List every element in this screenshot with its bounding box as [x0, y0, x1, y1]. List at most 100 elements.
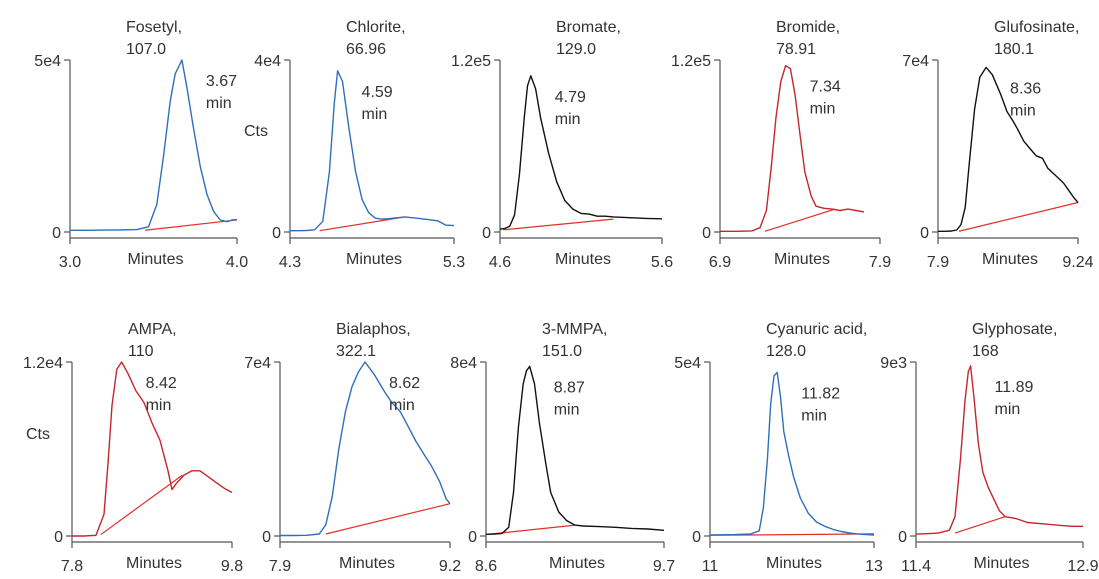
retention-time-value: 7.34 — [810, 79, 841, 96]
chart-title-line1: Bialaphos, — [336, 321, 411, 338]
chromatogram-panel: 5e4 0 3.0 4.0 Minutes Fosetyl, 107.0 3.67 min — [34, 19, 248, 271]
chart-title-line1: Glyphosate, — [972, 321, 1057, 338]
y-tick-label-zero: 0 — [262, 529, 271, 546]
chart-title-line1: Bromide, — [776, 19, 840, 36]
x-axis-label: Minutes — [766, 555, 822, 572]
y-tick-label-zero: 0 — [702, 225, 711, 242]
chart-title-line1: Bromate, — [556, 19, 621, 36]
y-tick-label-max: 5e4 — [674, 355, 701, 372]
chart-title-line2: 168 — [972, 343, 999, 360]
x-tick-label-end: 4.0 — [226, 254, 248, 271]
chromatogram-trace — [709, 371, 875, 536]
y-tick-label-max: 1.2e4 — [23, 355, 63, 372]
retention-time-value: 4.79 — [555, 89, 586, 106]
x-tick-label-start: 6.9 — [709, 254, 731, 271]
x-tick-label-end: 9.8 — [221, 558, 243, 575]
x-tick-label-start: 4.6 — [489, 254, 511, 271]
chromatogram-trace — [915, 365, 1083, 535]
chromatogram-trace — [70, 59, 238, 232]
chart-title-line2: 151.0 — [542, 343, 582, 360]
retention-time-value: 11.89 — [995, 379, 1034, 396]
y-tick-label-max: 5e4 — [34, 53, 61, 70]
y-tick-label-zero: 0 — [468, 529, 477, 546]
retention-time-unit: min — [801, 407, 827, 424]
x-tick-label-start: 7.8 — [61, 558, 83, 575]
retention-time-value: 11.82 — [801, 385, 840, 402]
retention-time-unit: min — [146, 397, 172, 414]
y-axis-label: Cts — [26, 426, 50, 443]
y-tick-label-max: 8e4 — [450, 355, 477, 372]
y-tick-label-max: 9e3 — [880, 355, 907, 372]
retention-time-value: 8.42 — [146, 375, 177, 392]
chromatogram-trace — [280, 361, 451, 537]
y-tick-label-max: 1.2e5 — [451, 53, 491, 70]
y-tick-label-max: 7e4 — [902, 53, 929, 70]
chromatogram-trace — [720, 64, 865, 233]
chromatogram-panel: 5e4 011 13 Minutes Cyanuric acid, 128.0 11.82 m… — [674, 321, 883, 575]
x-tick-label-end: 13 — [865, 558, 883, 575]
chromatogram-trace — [485, 365, 665, 535]
x-tick-label-start: 8.6 — [475, 558, 497, 575]
retention-time-unit: min — [1010, 102, 1036, 119]
chart-title-line2: 107.0 — [126, 41, 166, 58]
chart-title-line2: 129.0 — [556, 41, 596, 58]
chart-title-line1: Chlorite, — [346, 19, 406, 36]
x-axis-label: Minutes — [126, 555, 182, 572]
chromatogram-trace — [290, 70, 455, 232]
chromatogram-panel: 4e4 0 4.3 5.3 Minutes Cts Chlorite, 66.96 4.59 mi… — [244, 19, 465, 271]
x-tick-label-end: 5.6 — [651, 254, 673, 271]
retention-time-unit: min — [555, 111, 581, 128]
y-tick-label-zero: 0 — [272, 225, 281, 242]
x-tick-label-end: 9.7 — [653, 558, 675, 575]
integration-baseline — [954, 516, 1006, 534]
chart-title-line2: 128.0 — [766, 343, 806, 360]
x-axis-label: Minutes — [127, 251, 183, 268]
integration-baseline — [503, 218, 614, 231]
y-tick-label-max: 7e4 — [244, 355, 271, 372]
retention-time-value: 4.59 — [362, 84, 393, 101]
chromatogram-trace — [499, 75, 663, 230]
integration-baseline — [145, 219, 238, 231]
x-axis-label: Minutes — [982, 251, 1038, 268]
chart-title-line1: 3-MMPA, — [542, 321, 607, 338]
chromatogram-panel: 7e4 0 7.9 9.2 Minutes Bialaphos, 322.1 8.62 min — [244, 321, 461, 575]
y-tick-label-zero: 0 — [898, 529, 907, 546]
retention-time-value: 8.87 — [554, 379, 585, 396]
x-axis-label: Minutes — [973, 555, 1029, 572]
retention-time-value: 8.36 — [1010, 80, 1041, 97]
y-tick-label-zero: 0 — [52, 225, 61, 242]
retention-time-value: 3.67 — [206, 73, 237, 90]
chart-title-line2: 78.91 — [776, 41, 816, 58]
chart-title-line1: AMPA, — [128, 321, 177, 338]
chromatogram-trace — [938, 66, 1079, 233]
chromatogram-panel: 1.2e4 0 7.8 9.8 Minutes Cts AMPA, 110 8.42 min — [23, 321, 243, 575]
retention-time-unit: min — [206, 95, 232, 112]
x-axis-label: Minutes — [339, 555, 395, 572]
integration-baseline — [319, 216, 405, 232]
x-tick-label-end: 7.9 — [869, 254, 891, 271]
chart-title-line2: 180.1 — [994, 41, 1034, 58]
y-axis-label: Cts — [244, 123, 268, 140]
retention-time-unit: min — [995, 401, 1021, 418]
x-tick-label-end: 9.24 — [1062, 254, 1093, 271]
integration-baseline — [958, 201, 1079, 232]
retention-time-unit: min — [389, 397, 415, 414]
retention-time-unit: min — [554, 401, 580, 418]
x-tick-label-start: 3.0 — [59, 254, 81, 271]
chromatogram-panel: 1.2e5 0 4.6 5.6 Minutes Bromate, 129.0 4.79 min — [451, 19, 673, 271]
x-tick-label-start: 4.3 — [279, 254, 301, 271]
chromatogram-trace — [72, 361, 233, 537]
x-tick-label-end: 5.3 — [443, 254, 465, 271]
x-axis-label: Minutes — [346, 251, 402, 268]
chart-title-line1: Cyanuric acid, — [766, 321, 867, 338]
x-tick-label-start: 11 — [702, 558, 719, 575]
x-tick-label-end: 9.2 — [439, 558, 461, 575]
x-axis-label: Minutes — [555, 251, 611, 268]
retention-time-value: 8.62 — [389, 375, 420, 392]
integration-baseline — [325, 503, 451, 535]
x-tick-label-start: 7.9 — [269, 558, 291, 575]
chart-title-line2: 322.1 — [336, 343, 376, 360]
chromatogram-panel: 7e4 0 7.9 9.24 Minutes Glufosinate, 180.1 8.36 m… — [902, 19, 1093, 271]
chromatogram-panel: 1.2e5 0 6.9 7.9 Minutes Bromide, 78.91 7.34 min — [671, 19, 891, 271]
